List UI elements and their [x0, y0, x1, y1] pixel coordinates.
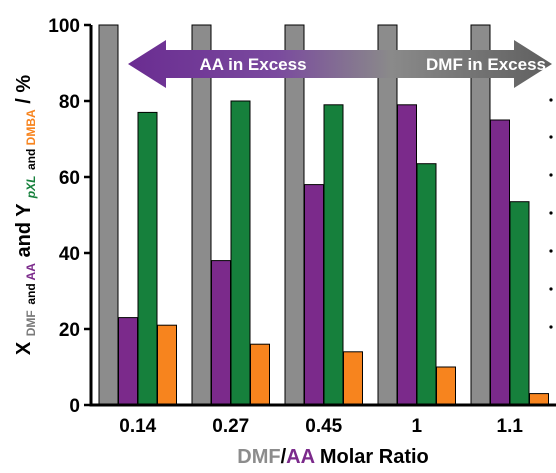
- x-axis-label: DMF/AA Molar Ratio: [237, 446, 429, 468]
- bar-dmf-0: [98, 24, 119, 406]
- bar-aa-0: [118, 317, 138, 406]
- right-axis-minor-tick-6: [549, 325, 553, 329]
- right-axis-minor-tick-5: [549, 287, 553, 291]
- bar-pxl-1: [230, 100, 251, 406]
- bar-dmba-4: [529, 393, 549, 406]
- bar-pxl-3: [416, 163, 437, 406]
- right-axis-minor-tick-1: [549, 135, 553, 139]
- x-tick-label-0: 0.14: [119, 416, 156, 437]
- bar-aa-4: [490, 119, 510, 406]
- y-tick-label-3: 60: [59, 168, 80, 189]
- x-tick-label-4: 1.1: [497, 416, 524, 437]
- y-tick-label-5: 100: [48, 16, 80, 37]
- right-axis-minor-tick-2: [549, 173, 553, 177]
- y-tick-label-4: 80: [59, 92, 80, 113]
- right-axis-minor-tick-0: [549, 98, 553, 102]
- right-axis-minor-tick-4: [549, 249, 553, 253]
- y-tick-label-2: 40: [59, 244, 80, 265]
- bar-aa-3: [397, 104, 417, 406]
- right-axis-minor-tick-3: [549, 211, 553, 215]
- y-axis-label: X DMF and AA and Y pXL and DMBA / %: [13, 75, 40, 355]
- bar-pxl-0: [137, 111, 158, 406]
- axes-group: 0 20 40 60 80 100 0.14 0.27 0.45 1 1.1: [48, 16, 556, 437]
- y-tick-label-0: 0: [69, 396, 80, 417]
- bar-pxl-4: [509, 201, 530, 406]
- x-tick-label-3: 1: [411, 416, 422, 437]
- bar-aa-1: [211, 260, 231, 406]
- excess-arrow-shape: [128, 40, 552, 88]
- y-tick-label-1: 20: [59, 320, 80, 341]
- bar-dmf-4: [470, 24, 491, 406]
- x-tick-label-2: 0.45: [305, 416, 342, 437]
- excess-arrow: AA in Excess DMF in Excess: [128, 40, 552, 88]
- bars-group: [98, 24, 549, 406]
- y-ticks: 0 20 40 60 80 100: [48, 16, 553, 417]
- bar-pxl-2: [323, 104, 344, 406]
- bar-dmba-0: [157, 324, 177, 406]
- arrow-label-aa-excess: AA in Excess: [199, 55, 306, 74]
- bar-dmba-3: [436, 366, 456, 406]
- bar-dmf-3: [377, 24, 398, 406]
- x-ticks: 0.14 0.27 0.45 1 1.1: [119, 416, 523, 437]
- x-tick-label-1: 0.27: [212, 416, 249, 437]
- arrow-label-dmf-excess: DMF in Excess: [426, 55, 546, 74]
- bar-dmba-2: [343, 351, 363, 406]
- bar-dmba-1: [250, 343, 270, 406]
- bar-dmf-1: [191, 24, 212, 406]
- bar-dmf-2: [284, 24, 305, 406]
- bar-aa-2: [304, 184, 324, 406]
